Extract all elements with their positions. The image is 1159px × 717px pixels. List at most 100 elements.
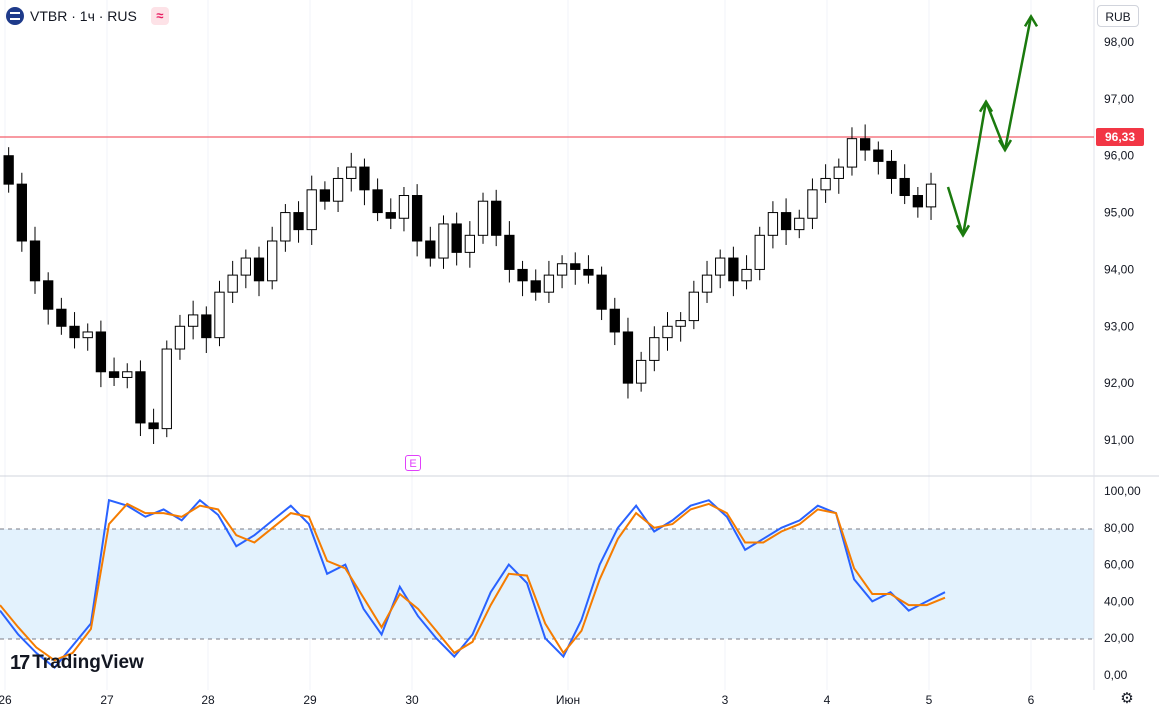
earnings-marker[interactable]: E	[405, 455, 421, 471]
stoch-tick-label: 80,00	[1104, 521, 1134, 535]
candle-body	[847, 139, 856, 167]
candle-body	[202, 315, 211, 338]
gear-icon[interactable]: ⚙	[1118, 690, 1136, 708]
candle-body	[386, 213, 395, 219]
candle-body	[347, 167, 356, 178]
candle-body	[913, 196, 922, 207]
candle-body	[768, 213, 777, 236]
candle-body	[465, 235, 474, 252]
time-tick-label: 6	[1028, 693, 1035, 707]
candle-body	[597, 275, 606, 309]
time-tick-label: 30	[405, 693, 419, 707]
candle-body	[584, 269, 593, 275]
candle-body	[623, 332, 632, 383]
candle-body	[689, 292, 698, 320]
candle-body	[887, 161, 896, 178]
time-tick-label: 5	[926, 693, 933, 707]
price-tick-label: 91,00	[1104, 433, 1134, 447]
candle-body	[162, 349, 171, 429]
candle-body	[57, 309, 66, 326]
tradingview-logo-text: TradingView	[32, 652, 144, 674]
candle-body	[834, 167, 843, 178]
candle-body	[188, 315, 197, 326]
symbol-header[interactable]: VTBR · 1ч · RUS ≈	[6, 6, 169, 26]
candle-body	[294, 213, 303, 230]
candle-body	[149, 423, 158, 429]
candle-body	[109, 372, 118, 378]
candle-body	[307, 190, 316, 230]
stoch-tick-label: 0,00	[1104, 668, 1128, 682]
candlestick-series	[4, 124, 936, 444]
candle-body	[781, 213, 790, 230]
candle-body	[4, 156, 13, 184]
candle-body	[241, 258, 250, 275]
candle-body	[742, 269, 751, 280]
candle-body	[320, 190, 329, 201]
candle-body	[96, 332, 105, 372]
candle-body	[228, 275, 237, 292]
candle-body	[676, 321, 685, 327]
price-tick-label: 94,00	[1104, 262, 1134, 276]
approx-icon[interactable]: ≈	[151, 7, 169, 25]
candle-body	[874, 150, 883, 161]
candle-body	[808, 190, 817, 218]
time-tick-label: 28	[201, 693, 215, 707]
candle-body	[373, 190, 382, 213]
candle-body	[610, 309, 619, 332]
candle-body	[900, 178, 909, 195]
stochastic-band	[0, 529, 1094, 639]
tradingview-mark-icon: 17	[10, 652, 28, 675]
candle-body	[452, 224, 461, 252]
tradingview-logo[interactable]: 17 TradingView	[10, 652, 144, 674]
candle-body	[412, 196, 421, 241]
candle-body	[663, 326, 672, 337]
price-tick-label: 98,00	[1104, 35, 1134, 49]
price-tick-label: 92,00	[1104, 376, 1134, 390]
candle-body	[650, 338, 659, 361]
last-price-badge: 96,33	[1096, 128, 1144, 146]
candle-body	[518, 269, 527, 280]
candle-body	[636, 360, 645, 383]
stoch-tick-label: 20,00	[1104, 631, 1134, 645]
candle-body	[268, 241, 277, 281]
candle-body	[254, 258, 263, 281]
time-tick-label: Июн	[556, 693, 580, 707]
price-tick-label: 97,00	[1104, 92, 1134, 106]
candle-body	[123, 372, 132, 378]
candle-body	[360, 167, 369, 190]
candle-body	[439, 224, 448, 258]
time-tick-label: 29	[303, 693, 317, 707]
candle-body	[70, 326, 79, 337]
symbol-title[interactable]: VTBR · 1ч · RUS	[30, 8, 137, 24]
candle-body	[478, 201, 487, 235]
candle-body	[755, 235, 764, 269]
stoch-tick-label: 40,00	[1104, 594, 1134, 608]
price-tick-label: 96,00	[1104, 149, 1134, 163]
candle-body	[17, 184, 26, 241]
time-tick-label: 3	[722, 693, 729, 707]
candle-body	[426, 241, 435, 258]
candle-body	[492, 201, 501, 235]
candle-body	[175, 326, 184, 349]
candle-body	[30, 241, 39, 281]
candle-body	[860, 139, 869, 150]
candle-body	[215, 292, 224, 337]
time-axis-labels: 26 27 28 29 30 Июн 3 4 5 6	[0, 693, 1035, 707]
stoch-tick-label: 100,00	[1104, 484, 1141, 498]
candle-body	[821, 178, 830, 189]
currency-button[interactable]: RUB	[1097, 5, 1139, 27]
candle-body	[716, 258, 725, 275]
time-tick-label: 27	[100, 693, 114, 707]
candle-body	[795, 218, 804, 229]
candle-body	[399, 196, 408, 219]
candle-body	[702, 275, 711, 292]
price-tick-label: 95,00	[1104, 206, 1134, 220]
stoch-tick-label: 60,00	[1104, 558, 1134, 572]
candle-body	[544, 275, 553, 292]
time-tick-label: 4	[824, 693, 831, 707]
candle-body	[926, 184, 935, 207]
forecast-arrow	[948, 16, 1031, 235]
price-tick-label: 93,00	[1104, 319, 1134, 333]
candle-body	[44, 281, 53, 309]
